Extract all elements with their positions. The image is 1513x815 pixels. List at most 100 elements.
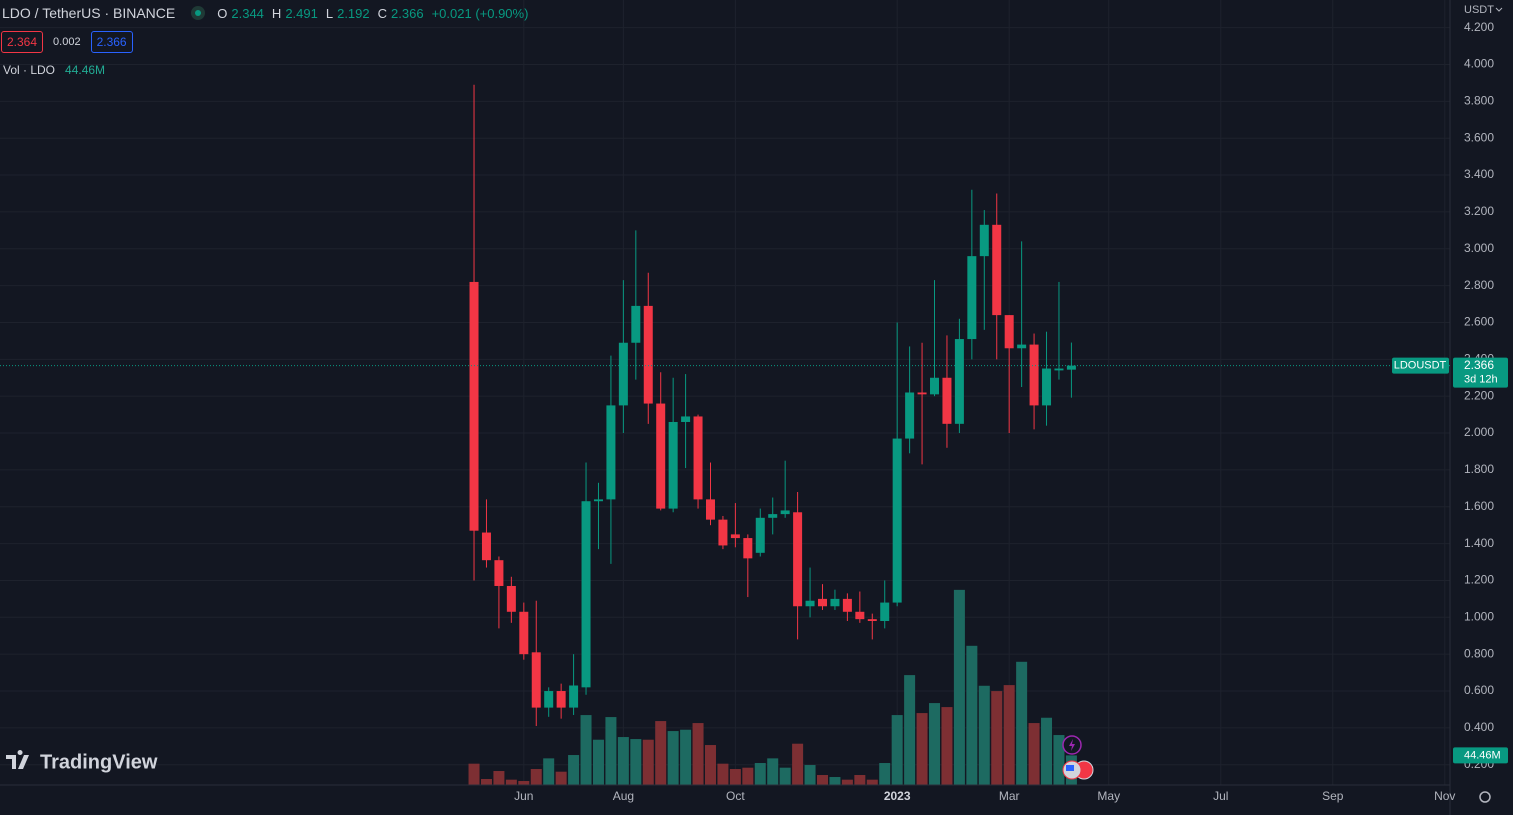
y-tick-label: 2.600 <box>1464 315 1494 329</box>
candle-body <box>631 305 641 343</box>
volume-bar <box>1028 723 1040 785</box>
candle-body <box>880 602 890 621</box>
candle-body <box>942 377 952 424</box>
volume-bar <box>767 758 779 785</box>
y-tick-label: 2.200 <box>1464 388 1494 402</box>
spread: 0.002 <box>53 36 81 48</box>
candle-body <box>606 405 616 500</box>
event-icon-glyph <box>1069 739 1075 751</box>
volume-bar <box>991 691 1003 785</box>
candle-body <box>867 619 877 621</box>
candle-body <box>805 600 815 607</box>
candle-body <box>780 510 790 515</box>
ask-button[interactable]: 2.366 <box>90 31 133 53</box>
candle-body <box>1066 365 1076 370</box>
candle-body <box>1017 344 1027 349</box>
volume-bar <box>518 781 530 785</box>
volume-tag: 44.46M <box>1464 749 1501 761</box>
volume-bar <box>543 758 555 785</box>
candle-body <box>1004 315 1014 349</box>
candles <box>469 84 1076 727</box>
volume-legend: Vol · LDO 44.46M <box>3 63 105 77</box>
volume-bar <box>816 775 828 785</box>
x-tick-label: Jul <box>1213 789 1228 803</box>
volume-bar <box>829 777 841 785</box>
y-tick-label: 3.000 <box>1464 241 1494 255</box>
volume-bar <box>568 755 580 785</box>
volume-bar <box>1041 717 1053 785</box>
candle-body <box>693 416 703 500</box>
candle-body <box>705 499 715 520</box>
legend-key: L <box>325 5 334 21</box>
volume-bar <box>792 743 804 785</box>
volume-bar <box>742 767 754 785</box>
candle-body <box>668 421 678 509</box>
volume-bar <box>929 703 941 785</box>
volume-bar <box>941 707 953 785</box>
legend-header: LDO / TetherUS · BINANCE O 2.344 H 2.491 L… <box>2 5 532 21</box>
volume-bar <box>605 717 617 785</box>
legend-key: H <box>271 5 282 21</box>
volume-bar <box>904 675 916 785</box>
bid-button[interactable]: 2.364 <box>1 31 44 53</box>
candle-body <box>494 560 504 586</box>
candle-body <box>718 519 728 546</box>
volume-bar <box>530 769 542 785</box>
watermark: TradingView <box>6 750 158 773</box>
candle-body <box>768 514 778 518</box>
volume-bar <box>966 645 978 785</box>
y-tick-label: 2.000 <box>1464 425 1494 439</box>
volume-bar <box>630 739 642 785</box>
volume-bar <box>804 765 816 785</box>
candle-body <box>1029 344 1039 406</box>
volume-bar <box>1016 661 1028 785</box>
candle-body <box>1054 368 1064 371</box>
volume-bar <box>916 713 928 785</box>
volume-bar <box>717 763 729 785</box>
legend-high: 2.491 <box>285 5 318 21</box>
volume-bar <box>978 685 990 785</box>
candle-body <box>992 224 1002 316</box>
candle-body <box>556 691 566 708</box>
symbol-tag-bg <box>1392 357 1449 374</box>
volume-bar <box>729 769 741 785</box>
candle-body <box>506 585 516 612</box>
x-tick-label: Oct <box>726 789 745 803</box>
candle-body <box>519 611 529 655</box>
candle-body <box>643 305 653 404</box>
candle-body <box>830 598 840 607</box>
candle-body <box>1042 368 1052 406</box>
volume-bar <box>779 767 791 785</box>
grid <box>0 0 1450 785</box>
candle-body <box>544 691 554 708</box>
volume-bar <box>468 763 480 785</box>
candle-body <box>593 499 603 502</box>
candle-body <box>954 339 964 424</box>
volume-bar <box>505 779 517 785</box>
event-icon-glyph <box>1066 765 1074 771</box>
y-tick-label: 2.800 <box>1464 278 1494 292</box>
legend-key: C <box>377 5 388 21</box>
x-tick-label: 2023 <box>884 789 911 803</box>
volume-bar <box>655 721 667 785</box>
volume-bar <box>754 763 766 785</box>
price-tag: 2.366 <box>1464 358 1494 372</box>
settings-icon[interactable] <box>1479 791 1491 803</box>
volume-bar <box>953 589 965 785</box>
volume-bar <box>841 779 853 785</box>
candle-body <box>531 652 541 708</box>
x-tick-label: May <box>1097 789 1120 803</box>
y-tick-label: 1.400 <box>1464 536 1494 550</box>
y-tick-label: 4.000 <box>1464 57 1494 71</box>
watermark-logo <box>6 750 29 769</box>
y-tick-label: 1.600 <box>1464 499 1494 513</box>
volume-bar <box>580 715 592 785</box>
candle-body <box>979 224 989 257</box>
status-dot <box>191 6 206 20</box>
x-tick-label: Aug <box>613 789 634 803</box>
candle-body <box>905 392 915 439</box>
gear[interactable] <box>1479 791 1491 803</box>
candle-body <box>755 517 765 553</box>
candle-body <box>892 438 902 603</box>
candle-body <box>581 501 591 688</box>
